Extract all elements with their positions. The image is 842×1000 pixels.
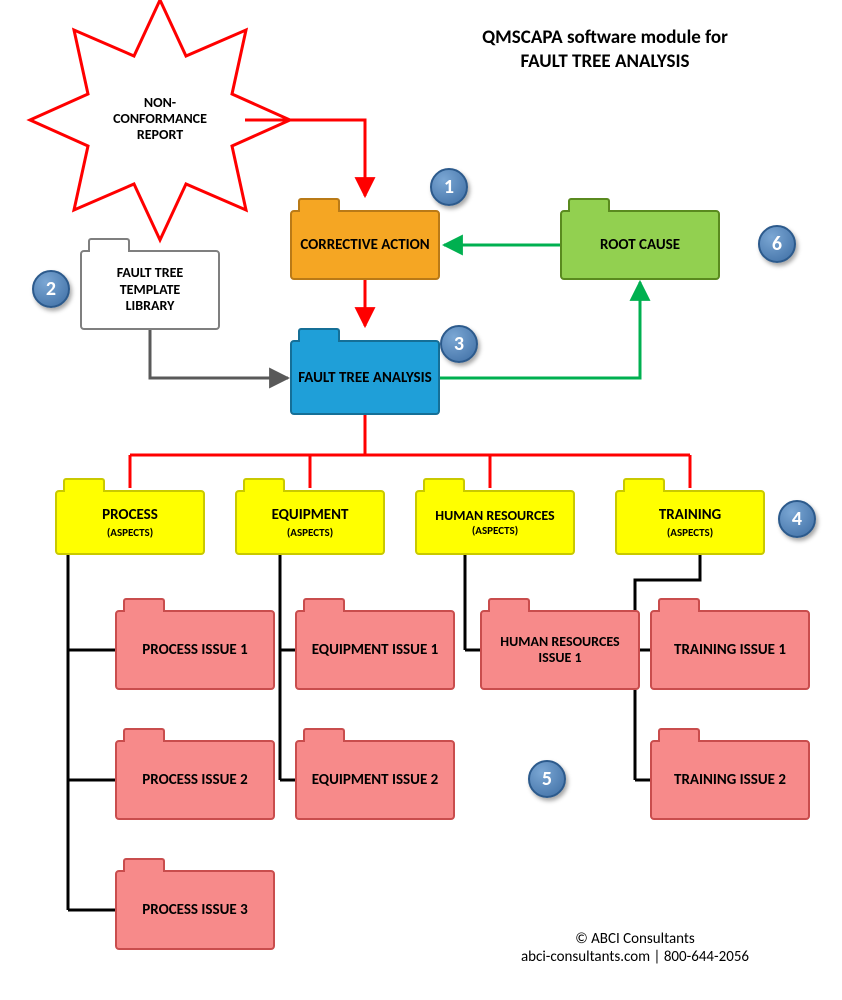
node-fault-tree-analysis: FAULT TREE ANALYSIS — [290, 340, 440, 415]
issue-process-1: PROCESS ISSUE 1 — [115, 610, 275, 690]
issue-hr-1: HUMAN RESOURCES ISSUE 1 — [480, 610, 640, 690]
node-label: CORRECTIVE ACTION — [300, 236, 429, 254]
footer-line2: abci-consultants.com | 800-644-2056 — [470, 948, 800, 966]
issue-equipment-2: EQUIPMENT ISSUE 2 — [295, 740, 455, 820]
node-label: ROOT CAUSE — [600, 236, 680, 254]
star-label: NON- CONFORMANCE REPORT — [100, 95, 220, 143]
issue-process-3: PROCESS ISSUE 3 — [115, 870, 275, 950]
node-template-library: FAULT TREE TEMPLATE LIBRARY — [80, 250, 220, 330]
edge-star-corrective — [245, 120, 365, 196]
issue-training-2: TRAINING ISSUE 2 — [650, 740, 810, 820]
step-6: 6 — [758, 225, 796, 263]
footer-line1: © ABCI Consultants — [470, 930, 800, 948]
step-5: 5 — [528, 760, 566, 798]
aspect-equipment: EQUIPMENT (ASPECTS) — [235, 490, 385, 555]
node-corrective-action: CORRECTIVE ACTION — [290, 210, 440, 280]
aspect-process: PROCESS (ASPECTS) — [55, 490, 205, 555]
aspect-training: TRAINING (ASPECTS) — [615, 490, 765, 555]
aspect-hr: HUMAN RESOURCES (ASPECTS) — [415, 490, 575, 555]
issue-process-2: PROCESS ISSUE 2 — [115, 740, 275, 820]
title-line1: QMSCAPA software module for — [400, 26, 810, 50]
footer: © ABCI Consultants abci-consultants.com … — [470, 930, 800, 966]
node-root-cause: ROOT CAUSE — [560, 210, 720, 280]
node-label: FAULT TREE ANALYSIS — [298, 369, 431, 387]
issue-training-1: TRAINING ISSUE 1 — [650, 610, 810, 690]
issue-equipment-1: EQUIPMENT ISSUE 1 — [295, 610, 455, 690]
page-title: QMSCAPA software module for FAULT TREE A… — [400, 26, 810, 74]
edge-template-fta — [150, 330, 288, 378]
title-line2: FAULT TREE ANALYSIS — [400, 50, 810, 74]
step-3: 3 — [440, 325, 478, 363]
step-2: 2 — [32, 270, 70, 308]
step-1: 1 — [430, 168, 468, 206]
step-4: 4 — [778, 500, 816, 538]
